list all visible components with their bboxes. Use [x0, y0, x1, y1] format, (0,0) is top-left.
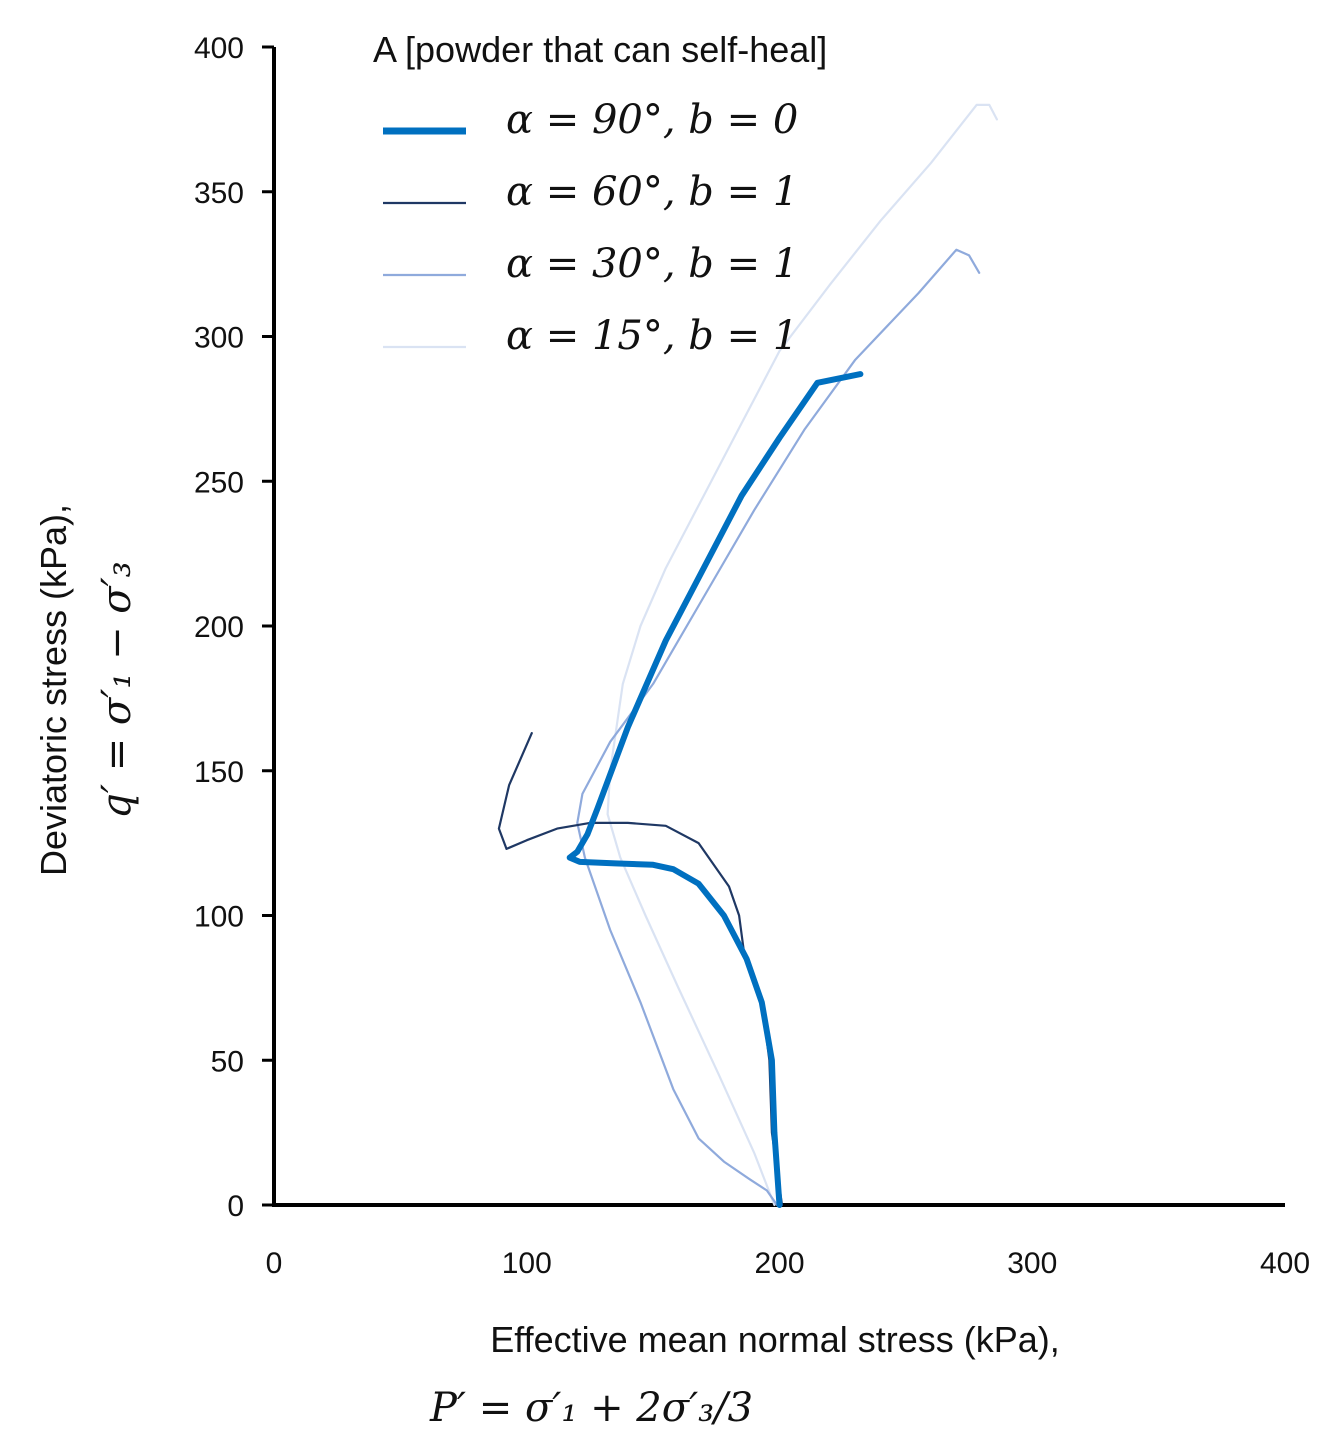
x-tick-label: 0 — [266, 1247, 283, 1280]
y-axis-formula: q′ = σ′₁ − σ′₃ — [94, 561, 140, 818]
x-tick-label: 400 — [1260, 1247, 1310, 1280]
series-line-0 — [566, 371, 864, 1208]
series-line-1 — [497, 731, 784, 1207]
legend: A [powder that can self-heal] α = 90°, b… — [373, 29, 827, 359]
series-lines — [497, 103, 999, 1208]
y-axis-label: Deviatoric stress (kPa), — [33, 504, 74, 876]
legend-label-2: α = 30°, b = 1 — [506, 241, 798, 287]
y-tick-label: 350 — [194, 177, 244, 210]
x-tick-label: 100 — [502, 1247, 552, 1280]
axes — [262, 45, 1285, 1207]
y-tick-label: 100 — [194, 901, 244, 934]
x-axis-label: Effective mean normal stress (kPa), — [490, 1319, 1060, 1360]
series-line-2 — [576, 248, 981, 1207]
tick-labels: 0 50 100 150 200 250 300 350 400 0 100 200 300 400 — [194, 32, 1310, 1280]
x-tick-label: 200 — [754, 1247, 804, 1280]
y-tick-label: 50 — [211, 1045, 244, 1078]
y-tick-label: 400 — [194, 32, 244, 65]
y-tick-label: 300 — [194, 322, 244, 355]
legend-label-3: α = 15°, b = 1 — [506, 313, 798, 359]
y-tick-label: 200 — [194, 611, 244, 644]
y-tick-label: 0 — [227, 1190, 244, 1223]
legend-label-1: α = 60°, b = 1 — [506, 169, 798, 215]
y-tick-label: 150 — [194, 756, 244, 789]
y-tick-label: 250 — [194, 466, 244, 499]
series-line-3 — [606, 103, 999, 1207]
legend-label-0: α = 90°, b = 0 — [506, 97, 798, 143]
x-tick-label: 300 — [1007, 1247, 1057, 1280]
legend-title: A [powder that can self-heal] — [373, 29, 827, 70]
x-axis-formula: P′ = σ′₁ + 2σ′₃/3 — [429, 1385, 753, 1431]
